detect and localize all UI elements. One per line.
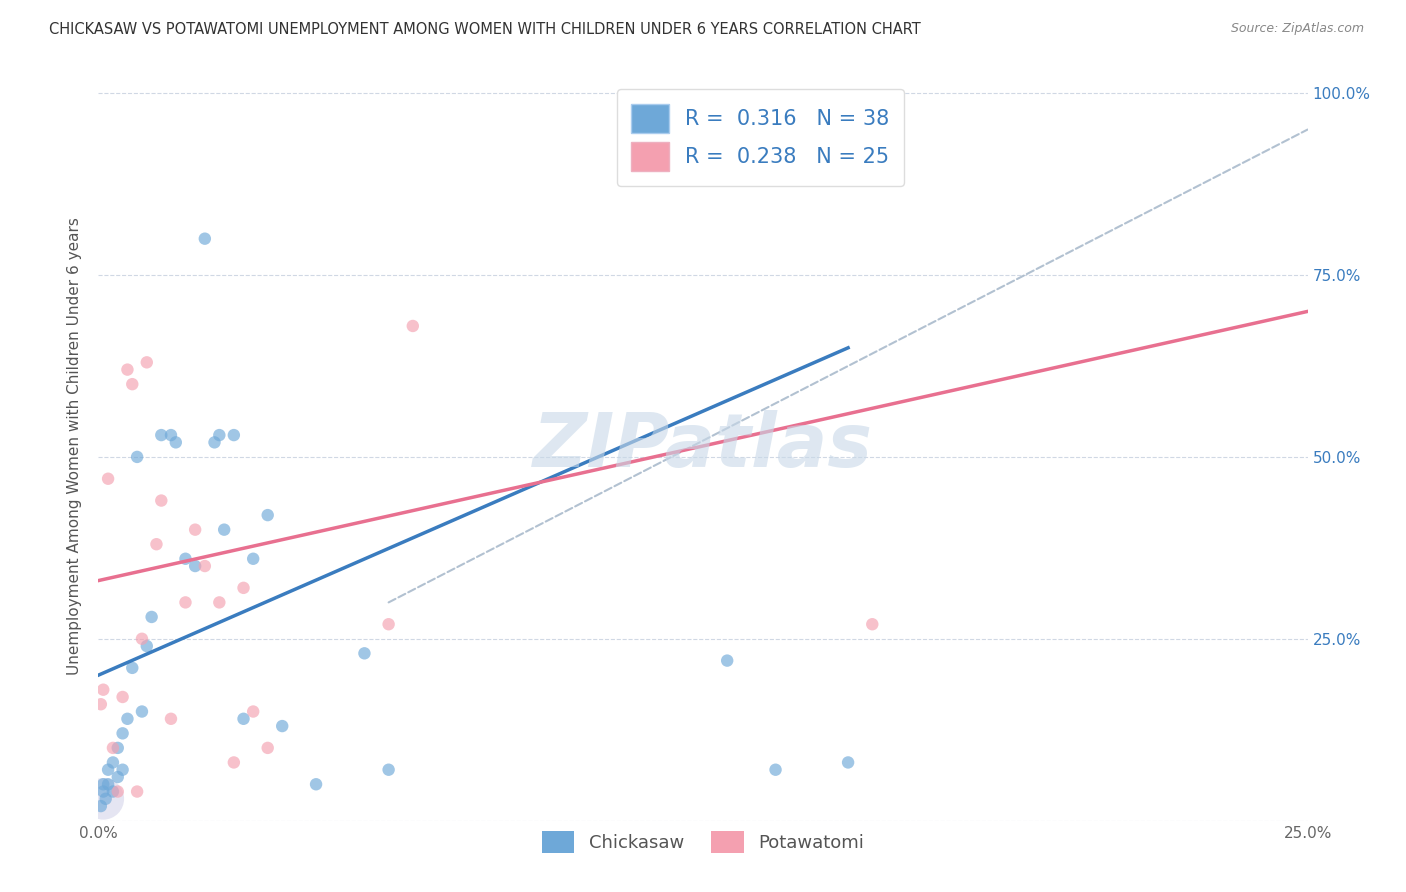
Point <box>174 551 197 566</box>
Point <box>204 435 226 450</box>
Point <box>111 690 134 704</box>
Point <box>184 523 207 537</box>
Point <box>194 232 217 246</box>
Point <box>765 763 787 777</box>
Point <box>160 712 183 726</box>
Point <box>242 705 264 719</box>
Point <box>91 792 114 806</box>
Point <box>145 537 167 551</box>
Point <box>256 508 278 522</box>
Point <box>837 756 859 770</box>
Text: Source: ZipAtlas.com: Source: ZipAtlas.com <box>1230 22 1364 36</box>
Point <box>91 682 114 697</box>
Point <box>90 698 112 712</box>
Point <box>117 712 139 726</box>
Point <box>174 595 197 609</box>
Y-axis label: Unemployment Among Women with Children Under 6 years: Unemployment Among Women with Children U… <box>67 217 83 675</box>
Point <box>131 705 153 719</box>
Text: ZIPatlas: ZIPatlas <box>533 409 873 483</box>
Point <box>107 784 129 798</box>
Point <box>222 428 245 442</box>
Point <box>101 784 124 798</box>
Point <box>121 377 143 392</box>
Point <box>402 318 425 333</box>
Point <box>91 777 114 791</box>
Point <box>150 428 173 442</box>
Point <box>127 784 149 798</box>
Point <box>141 610 163 624</box>
Point <box>127 450 149 464</box>
Point <box>97 763 120 777</box>
Point <box>256 740 278 755</box>
Point <box>184 559 207 574</box>
Point <box>353 646 375 660</box>
Point <box>377 617 399 632</box>
Point <box>271 719 294 733</box>
Point <box>97 472 120 486</box>
Point <box>150 493 173 508</box>
Point <box>101 756 124 770</box>
Point <box>377 763 399 777</box>
Point <box>111 763 134 777</box>
Point <box>208 595 231 609</box>
Text: CHICKASAW VS POTAWATOMI UNEMPLOYMENT AMONG WOMEN WITH CHILDREN UNDER 6 YEARS COR: CHICKASAW VS POTAWATOMI UNEMPLOYMENT AMO… <box>49 22 921 37</box>
Point <box>94 792 117 806</box>
Point <box>194 559 217 574</box>
Point <box>222 756 245 770</box>
Point <box>305 777 328 791</box>
Point <box>860 617 883 632</box>
Legend: Chickasaw, Potawatomi: Chickasaw, Potawatomi <box>531 821 875 864</box>
Point <box>165 435 187 450</box>
Point <box>121 661 143 675</box>
Point <box>208 428 231 442</box>
Point <box>91 784 114 798</box>
Point <box>117 362 139 376</box>
Point <box>716 654 738 668</box>
Point <box>242 551 264 566</box>
Point <box>107 740 129 755</box>
Point <box>232 581 254 595</box>
Point <box>135 639 157 653</box>
Point <box>90 799 112 814</box>
Point <box>111 726 134 740</box>
Point <box>160 428 183 442</box>
Point <box>131 632 153 646</box>
Point <box>101 740 124 755</box>
Point <box>135 355 157 369</box>
Point <box>97 777 120 791</box>
Point <box>212 523 235 537</box>
Point <box>232 712 254 726</box>
Point <box>107 770 129 784</box>
